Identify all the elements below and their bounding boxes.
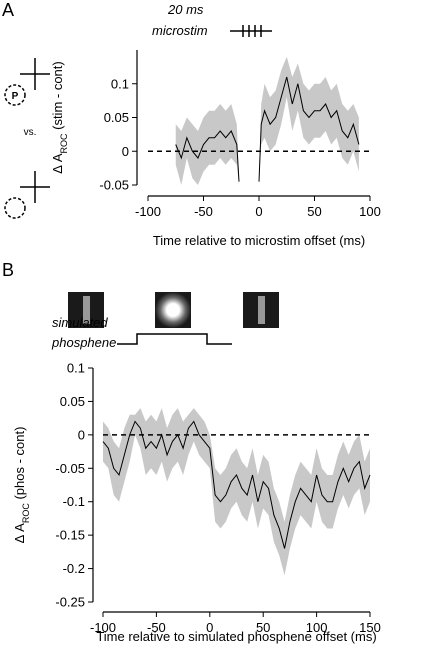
y-tick-label: 0: [78, 427, 85, 442]
y-tick-label: 0.1: [67, 361, 85, 376]
phosphene-label: simulated: [52, 315, 108, 330]
y-tick-label: -0.2: [63, 561, 85, 576]
phosphene-label: phosphene: [51, 335, 116, 350]
data-line: [102, 420, 371, 549]
y-tick-label: 0.05: [60, 394, 85, 409]
stim-train: [230, 25, 272, 37]
y-axis-label-part: (stim - cont): [50, 61, 65, 133]
x-tick-label: -100: [135, 204, 161, 219]
panel-label: B: [2, 260, 14, 280]
data-line: [175, 76, 360, 182]
x-tick-label: 50: [256, 620, 270, 635]
y-axis-label-part: Δ A: [12, 523, 27, 544]
x-tick-label: -50: [194, 204, 213, 219]
y-tick-label: 0.1: [111, 76, 129, 91]
error-band: [103, 408, 370, 576]
y-tick-label: -0.05: [99, 178, 129, 193]
phosphene-trace: [117, 333, 232, 345]
stim-name: microstim: [152, 23, 208, 38]
y-tick-label: 0: [122, 144, 129, 159]
versus: vs.: [24, 127, 37, 138]
y-axis-label-part: Δ A: [50, 153, 65, 174]
y-tick-label: -0.05: [55, 461, 85, 476]
x-axis-label: Time relative to microstim offset (ms): [153, 233, 365, 248]
x-tick-label: 0: [255, 204, 262, 219]
y-tick-label: -0.25: [55, 595, 85, 610]
y-tick-label: 0.05: [104, 110, 129, 125]
x-axis-label: Time relative to simulated phosphene off…: [96, 629, 376, 644]
x-tick-label: -50: [147, 620, 166, 635]
x-tick-label: 100: [359, 204, 381, 219]
x-tick-label: 0: [206, 620, 213, 635]
x-tick-label: 100: [306, 620, 328, 635]
y-axis-label-part: ROC: [59, 133, 69, 154]
y-axis-label-part: (phos - cont): [12, 427, 27, 504]
y-axis-label-part: ROC: [21, 503, 31, 524]
y-tick-label: -0.15: [55, 528, 85, 543]
stim-duration: 20 ms: [167, 2, 204, 17]
error-band: [259, 56, 359, 185]
y-axis-label: Δ AROC (phos - cont): [12, 427, 31, 544]
x-tick-label: 150: [359, 620, 381, 635]
error-band: [175, 104, 240, 185]
y-axis-label: Δ AROC (stim - cont): [50, 61, 69, 173]
stimulus-images: [68, 292, 279, 328]
y-tick-label: -0.1: [63, 494, 85, 509]
x-tick-label: -100: [90, 620, 116, 635]
x-tick-label: 50: [307, 204, 321, 219]
panel-label: A: [2, 0, 14, 20]
fixation-icons: [4, 58, 50, 219]
target-letter: P: [12, 91, 19, 102]
